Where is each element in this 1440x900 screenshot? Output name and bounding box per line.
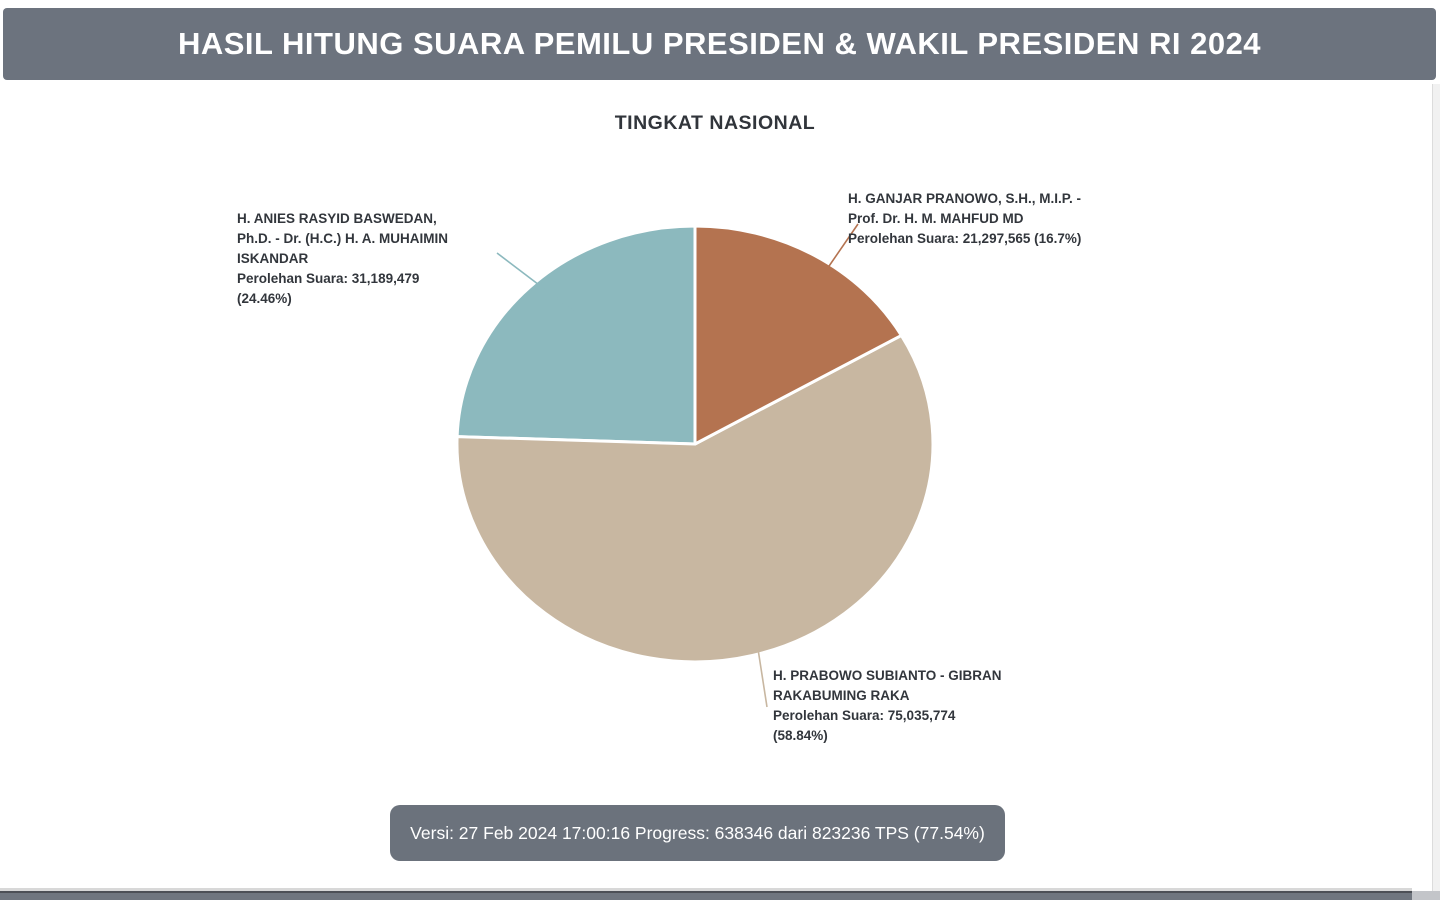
pie-slice-ganjar-mahfud[interactable]	[693, 224, 903, 446]
label-anies-muhaimin: H. ANIES RASYID BASWEDAN, Ph.D. - Dr. (H…	[237, 211, 448, 306]
version-progress-badge: Versi: 27 Feb 2024 17:00:16 Progress: 63…	[390, 805, 1005, 861]
next-section-top-edge	[0, 891, 1412, 900]
leader-line-ganjar-mahfud	[815, 223, 859, 286]
label-prabowo-gibran: H. PRABOWO SUBIANTO - GIBRAN RAKABUMING …	[773, 668, 1002, 743]
label-ganjar-mahfud: H. GANJAR PRANOWO, S.H., M.I.P. - Prof. …	[848, 191, 1082, 246]
leader-line-prabowo-gibran	[757, 648, 768, 708]
pie-slice-prabowo-gibran[interactable]	[455, 333, 935, 664]
next-section-corner	[1412, 891, 1440, 900]
page-title: HASIL HITUNG SUARA PEMILU PRESIDEN & WAK…	[177, 26, 1262, 61]
vertical-scrollbar[interactable]	[1432, 84, 1440, 891]
leader-line-anies-muhaimin	[496, 252, 581, 317]
chart-level-title: TINGKAT NASIONAL	[614, 112, 816, 134]
page-header: HASIL HITUNG SUARA PEMILU PRESIDEN & WAK…	[3, 8, 1436, 80]
version-badge-row: Versi: 27 Feb 2024 17:00:16 Progress: 63…	[0, 805, 1395, 861]
pie-slice-anies-muhaimin[interactable]	[455, 224, 697, 446]
